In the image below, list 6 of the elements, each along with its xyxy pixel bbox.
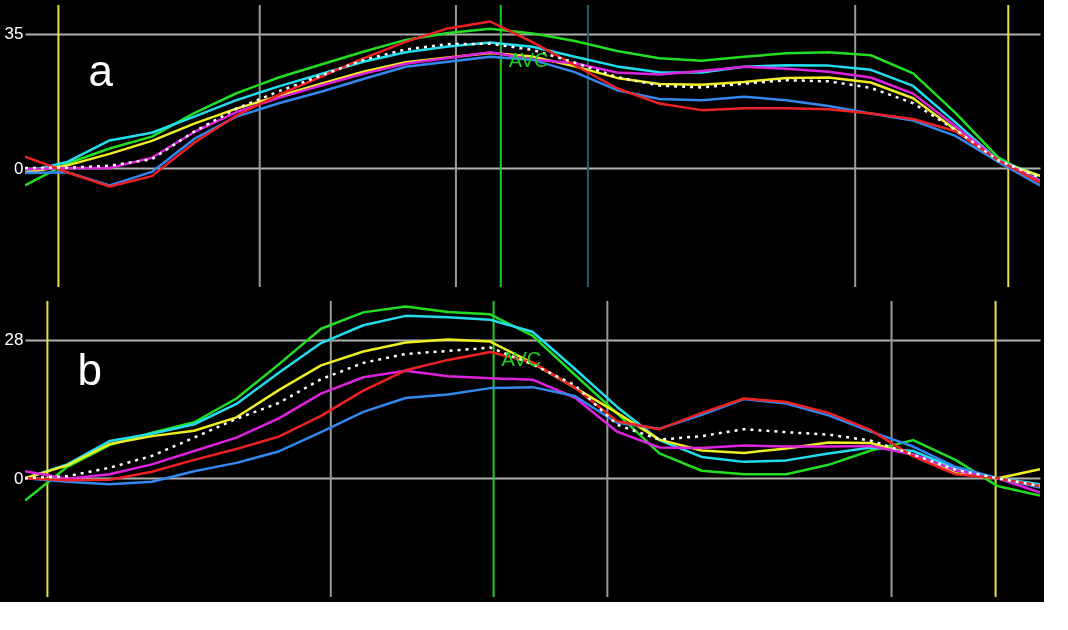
y-tick-label: 35 [4,24,24,44]
annotation: a [88,45,114,95]
y-tick-label: 0 [14,158,24,178]
y-tick-label: 0 [14,468,24,488]
annotation: b [77,345,102,395]
y-tick-label: 28 [4,330,24,350]
